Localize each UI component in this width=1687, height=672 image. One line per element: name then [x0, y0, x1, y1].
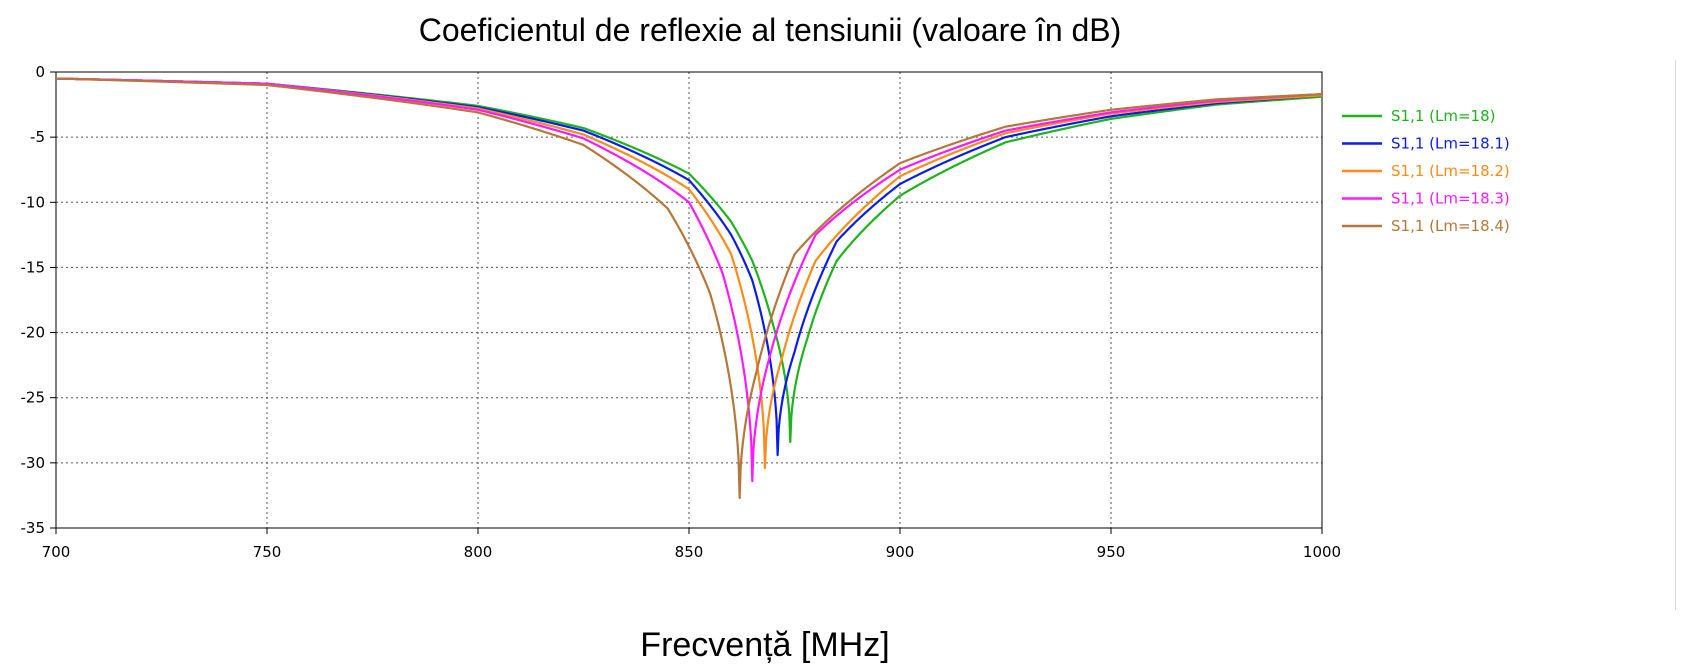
x-tick-label: 800 — [464, 543, 493, 561]
y-tick-label: 0 — [35, 63, 45, 81]
y-tick-label: -35 — [21, 519, 46, 537]
x-tick-label: 700 — [42, 543, 71, 561]
y-tick-label: -25 — [21, 389, 46, 407]
series-layer — [55, 77, 1323, 500]
axis-ticks: 700 750 800 850 900 950 1000 0 -5 -10 -15 -20 -25 -30… — [21, 63, 1342, 561]
legend-entry: S1,1 (Lm=18.4) — [1391, 217, 1510, 235]
x-tick-label: 900 — [886, 543, 915, 561]
x-tick-label: 850 — [675, 543, 704, 561]
y-tick-label: -30 — [21, 454, 46, 472]
legend-entry: S1,1 (Lm=18.3) — [1391, 190, 1510, 208]
legend-entry: S1,1 (Lm=18.1) — [1391, 135, 1510, 153]
y-tick-label: -10 — [21, 193, 46, 211]
x-tick-label: 1000 — [1303, 543, 1341, 561]
legend-entry: S1,1 (Lm=18.2) — [1391, 162, 1510, 180]
y-tick-label: -15 — [21, 258, 46, 276]
legend: S1,1 (Lm=18) S1,1 (Lm=18.1) S1,1 (Lm=18.2)… — [1342, 107, 1510, 235]
legend-entry: S1,1 (Lm=18) — [1391, 107, 1495, 125]
x-tick-label: 950 — [1097, 543, 1126, 561]
panel-divider — [1675, 60, 1676, 610]
x-tick-label: 750 — [253, 543, 282, 561]
chart-title: Coeficientul de reflexie al tensiunii (v… — [418, 12, 1122, 48]
series-line-4 — [55, 77, 1323, 483]
grid-lines — [56, 72, 1322, 528]
y-tick-label: -20 — [21, 324, 46, 342]
y-tick-label: -5 — [30, 128, 45, 146]
plot-frame — [55, 71, 1323, 529]
x-axis-label: Frecvență [MHz] — [640, 626, 890, 664]
series-line-5 — [55, 77, 1323, 500]
